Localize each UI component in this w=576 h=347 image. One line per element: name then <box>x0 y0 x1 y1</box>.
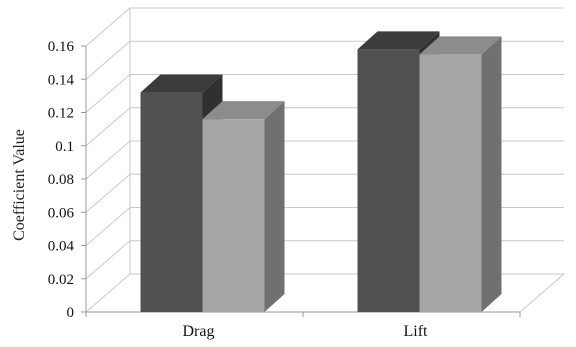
bar-front-face <box>140 92 203 312</box>
bar-top-face <box>419 36 502 55</box>
y-tick-label: 0.08 <box>48 172 74 188</box>
bar-top-face <box>202 101 285 120</box>
chart-bars <box>140 31 502 313</box>
bar-drag-series-2 <box>202 101 285 313</box>
y-tick-label: 0.14 <box>48 72 75 88</box>
gridline-side <box>85 207 131 246</box>
bar-lift-series-2 <box>419 36 502 312</box>
gridline-side <box>85 240 131 280</box>
gridline-side <box>85 107 131 147</box>
y-tick-label: 0.12 <box>48 106 74 122</box>
y-tick-label: 0.02 <box>48 272 74 288</box>
category-label-lift: Lift <box>404 323 429 340</box>
y-tick-label: 0.16 <box>48 39 75 55</box>
bar-top-face <box>140 74 223 93</box>
gridline-side <box>85 40 131 80</box>
gridline-side <box>85 173 131 213</box>
bar-front-face <box>202 119 265 313</box>
bar-side-face <box>264 101 285 313</box>
gridline-side <box>85 140 131 180</box>
gridline-side <box>85 74 131 113</box>
gridline-side <box>85 7 131 47</box>
bar-side-face <box>481 36 502 312</box>
chart-labels: 0 0.02 0.04 0.06 0.08 0.1 0.12 0.14 0.16 Drag Lift <box>48 39 428 340</box>
y-tick-label: 0 <box>67 305 75 321</box>
category-label-drag: Drag <box>183 323 215 340</box>
bar-front-face <box>357 49 420 312</box>
y-axis-title: Coefficient Value <box>11 129 28 241</box>
y-tick-label: 0.04 <box>48 239 75 255</box>
bar-front-face <box>419 54 482 312</box>
y-tick-label: 0.1 <box>55 139 74 155</box>
y-tick-label: 0.06 <box>48 205 75 221</box>
bar-top-face <box>357 31 440 50</box>
